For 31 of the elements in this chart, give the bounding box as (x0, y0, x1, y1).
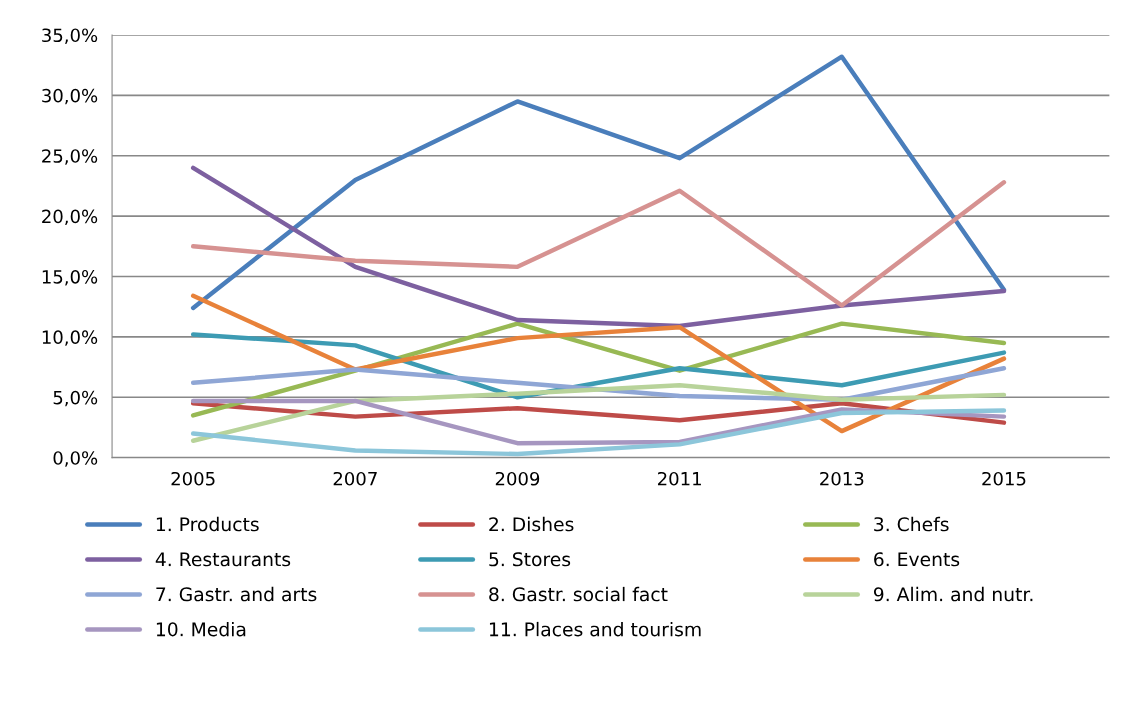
y-tick-label: 35,0% (42, 28, 98, 44)
legend-label: 1. Products (156, 516, 259, 532)
line-series (190, 293, 1007, 434)
y-tick-label: 10,0% (42, 330, 98, 346)
line-series (190, 54, 1007, 311)
y-tick-label: 20,0% (42, 209, 98, 226)
x-tick-label: 2007 (333, 471, 377, 486)
line-series (190, 382, 1007, 443)
x-tick-label: 2015 (982, 471, 1026, 486)
x-tick-label: 2009 (495, 471, 540, 486)
x-tick-label: 2005 (171, 471, 215, 486)
legend-label: 3. Chefs (874, 516, 949, 532)
legend-label: 8. Gastr. social fact (489, 586, 668, 602)
y-tick-label: 15,0% (42, 269, 98, 286)
x-tick-label: 2013 (820, 471, 864, 486)
line-series (190, 180, 1007, 308)
y-tick-label: 0,0% (53, 451, 98, 467)
y-tick-label: 5,0% (53, 390, 98, 407)
x-tick-label: 2011 (657, 471, 701, 486)
legend-label: 6. Events (874, 552, 960, 567)
legend-label: 9. Alim. and nutr. (873, 586, 1033, 602)
legend-label: 5. Stores (489, 552, 571, 567)
legend-label: 2. Dishes (489, 516, 574, 532)
legend-label: 4. Restaurants (155, 552, 291, 567)
legend-label: 11. Places and tourism (489, 621, 701, 637)
line-series (190, 165, 1007, 329)
y-tick-label: 25,0% (42, 149, 98, 165)
legend-label: 7. Gastr. and arts (156, 586, 317, 602)
legend-label: 10. Media (156, 621, 246, 637)
line-series (190, 408, 1007, 457)
y-tick-label: 30,0% (42, 88, 98, 105)
